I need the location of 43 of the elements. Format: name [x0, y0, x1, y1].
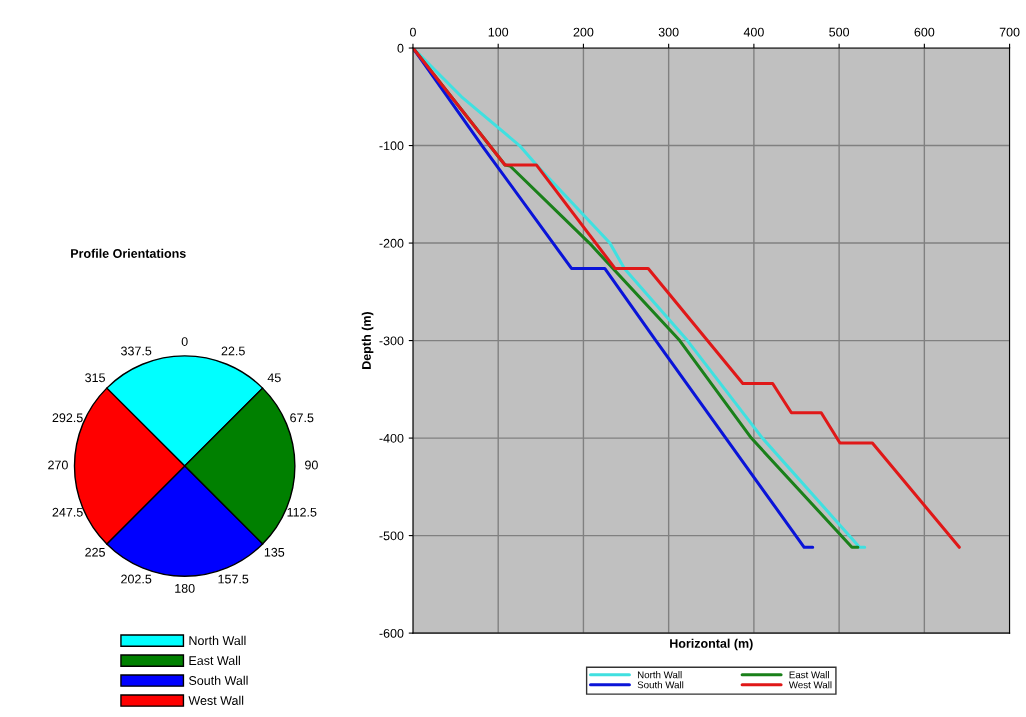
legend-label: North Wall	[637, 671, 682, 679]
text: 292.5	[52, 413, 83, 423]
text: 90	[305, 460, 318, 470]
x-tick-label: 300	[658, 27, 679, 37]
text: 180	[175, 583, 195, 593]
legend-label: South Wall	[637, 681, 684, 689]
text: 247.5	[52, 507, 83, 517]
y-tick-label: -500	[379, 531, 404, 541]
legend-label: North Wall	[189, 635, 246, 646]
y-tick-label: -100	[379, 141, 404, 151]
y-tick-label: -400	[379, 433, 404, 443]
text: 67.5	[290, 413, 314, 423]
x-tick-label: 400	[743, 27, 764, 37]
y-tick-label: -600	[379, 628, 404, 638]
text: 157.5	[218, 574, 249, 584]
x-tick-label: 200	[573, 27, 594, 37]
y-axis-title: Depth (m)	[361, 312, 374, 369]
x-tick-label: 0	[409, 27, 416, 37]
legend-label: East Wall	[189, 655, 240, 666]
legend-label: South Wall	[189, 675, 248, 685]
y-tick-label: -200	[379, 238, 404, 248]
text: 225	[85, 547, 105, 557]
legend-label: West Wall	[188, 695, 244, 705]
x-axis-title: Horizontal (m)	[670, 638, 753, 651]
chart-title: Profile Orientations	[71, 248, 186, 258]
text: 45	[267, 373, 281, 383]
x-tick-label: 100	[488, 27, 509, 37]
text: 22.5	[221, 346, 245, 356]
y-tick-label: -300	[379, 336, 404, 346]
text: 0	[181, 337, 188, 346]
text: 315	[85, 373, 105, 383]
text: 202.5	[121, 574, 152, 584]
text: 135	[264, 547, 285, 557]
x-tick-label: 600	[914, 27, 935, 37]
line-series	[412, 48, 961, 549]
text: 337.5	[121, 346, 152, 356]
legend-label: West Wall	[788, 681, 832, 689]
text: 112.5	[287, 507, 317, 517]
legend-label: East Wall	[789, 671, 829, 679]
y-tick-label: 0	[397, 43, 404, 53]
x-tick-label: 500	[829, 27, 850, 37]
text: 270	[48, 460, 68, 470]
x-tick-label: 700	[999, 27, 1020, 37]
